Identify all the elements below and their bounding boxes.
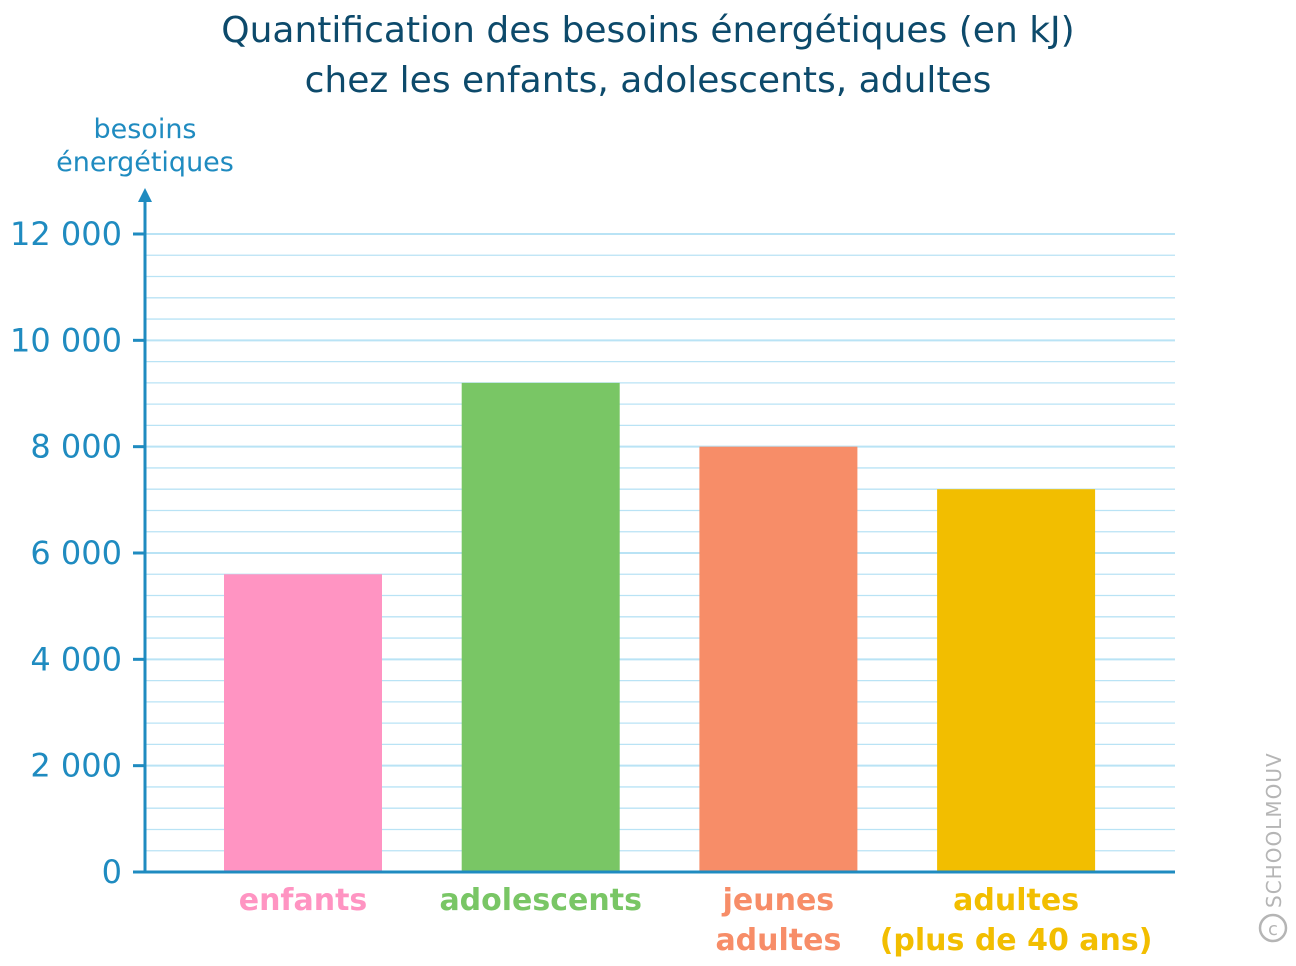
y-tick-label: 10 000 [10,321,122,359]
bar-enfants [224,574,382,872]
watermark: c SCHOOLMOUV [1258,752,1288,943]
y-tick-label: 8 000 [30,428,122,466]
copyright-icon [1258,913,1288,943]
y-tick-label: 0 [102,853,122,891]
y-axis-label-line: énergétiques [56,147,234,178]
bars [224,382,1096,872]
category-label: jeunes [722,883,835,918]
category-label: adultes [953,883,1079,918]
chart-title-line: Quantification des besoins énergétiques … [221,10,1074,51]
y-axis-ticks: 0 2 000 4 000 6 000 8 000 10 000 12 000 [10,215,145,891]
chart-title: Quantification des besoins énergétiques … [221,10,1074,101]
y-tick-label: 2 000 [30,747,122,785]
copyright-letter: c [1268,919,1278,940]
y-tick-label: 6 000 [30,534,122,572]
bar-adultes-plus-de-40-ans- [937,489,1096,872]
axes [138,188,1175,874]
chart-title-line: chez les enfants, adolescents, adultes [305,60,992,101]
category-label: (plus de 40 ans) [880,923,1153,958]
y-tick-label: 12 000 [10,215,122,253]
y-axis-label-line: besoins [93,114,196,145]
category-label: enfants [239,883,368,918]
watermark-text: SCHOOLMOUV [1262,752,1286,908]
category-label: adolescents [439,883,642,918]
category-label: adultes [715,923,841,958]
x-axis-categories: enfants adolescents jeunes adultes adultes (p… [239,883,1153,958]
bar-adolescents [461,382,620,872]
y-axis-arrow [138,188,152,202]
y-tick-label: 4 000 [30,640,122,678]
bar-jeunes-adultes [699,446,858,872]
